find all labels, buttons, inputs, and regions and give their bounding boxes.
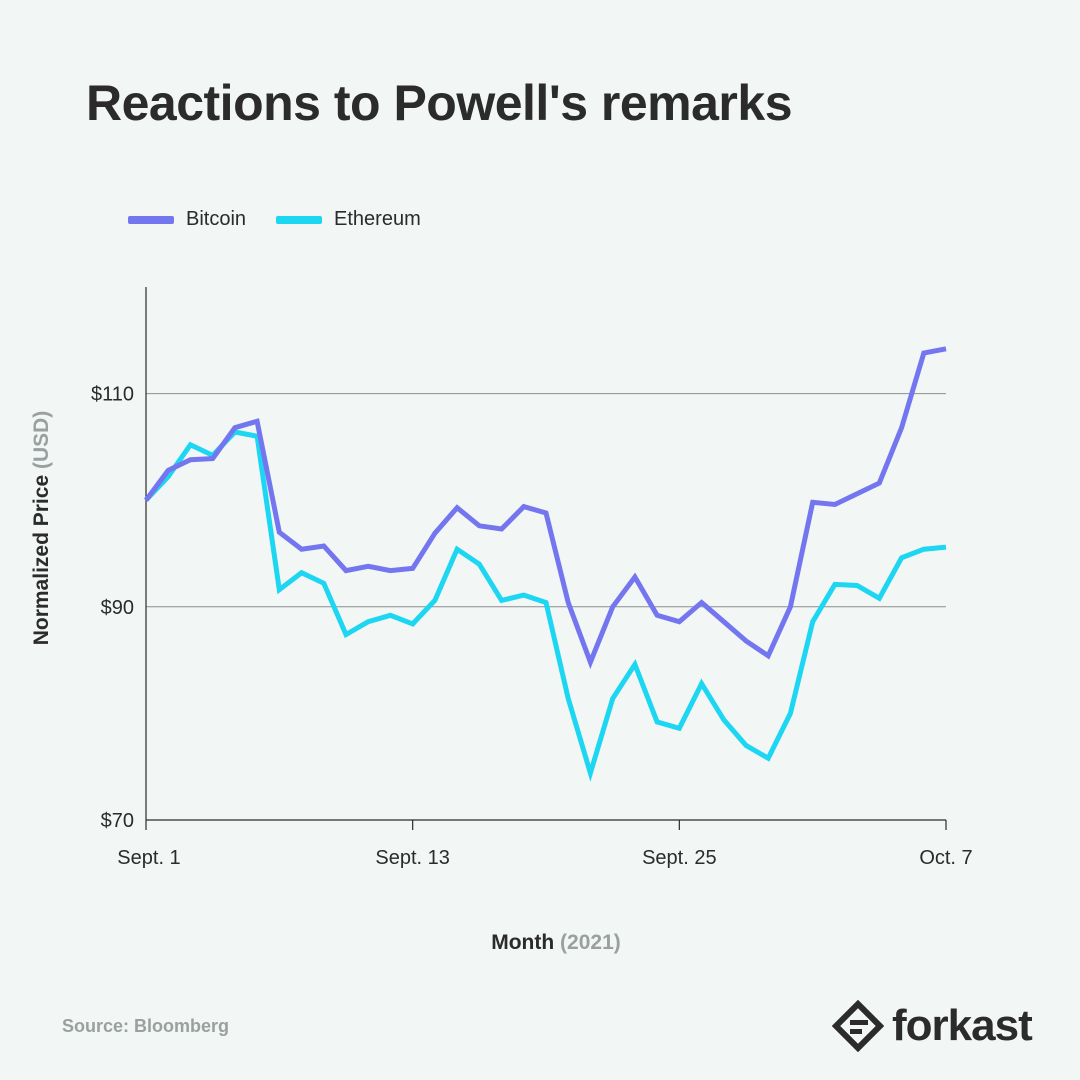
x-tick-label-0: Sept. 1 — [117, 847, 180, 869]
legend-swatch-bitcoin — [128, 215, 174, 224]
brand: forkast — [832, 1000, 1033, 1052]
legend-label-ethereum: Ethereum — [334, 208, 421, 230]
x-tick-label-24: Sept. 25 — [642, 847, 717, 869]
x-tick-label-36: Oct. 7 — [919, 847, 972, 869]
legend: Bitcoin Ethereum — [128, 208, 421, 231]
series-line-bitcoin — [143, 346, 947, 670]
legend-swatch-ethereum — [276, 215, 323, 224]
legend-item-ethereum: Ethereum — [276, 208, 421, 231]
forkast-logo-icon — [832, 1000, 884, 1052]
legend-label-bitcoin: Bitcoin — [186, 208, 247, 230]
legend-item-bitcoin: Bitcoin — [128, 208, 246, 231]
x-tick-label-12: Sept. 13 — [375, 847, 450, 869]
source-note: Source: Bloomberg — [62, 1016, 230, 1036]
y-tick-label-90: $90 — [101, 597, 134, 619]
x-axis-title: Month (2021) — [491, 931, 621, 954]
series-line-ethereum — [144, 429, 947, 782]
brand-name: forkast — [892, 1001, 1033, 1050]
y-tick-label-70: $70 — [101, 810, 134, 832]
y-axis-title: Normalized Price (USD) — [30, 411, 53, 646]
chart-title: Reactions to Powell's remarks — [86, 75, 793, 131]
y-tick-label-110: $110 — [91, 384, 134, 406]
